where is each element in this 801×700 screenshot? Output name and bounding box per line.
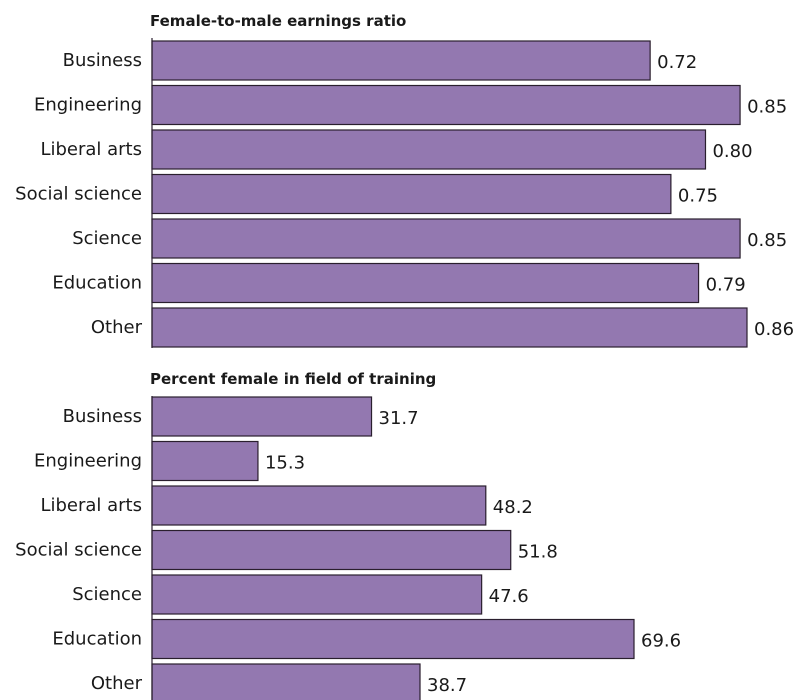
percent-female-value-label-education: 69.6 xyxy=(641,631,681,652)
earnings-ratio-category-label-liberal-arts: Liberal arts xyxy=(40,139,142,160)
earnings-ratio-bar-business xyxy=(151,40,651,81)
earnings-ratio-bar-social-science xyxy=(151,173,672,215)
percent-female-category-label-science: Science xyxy=(72,584,142,605)
earnings-ratio-bar-education xyxy=(151,262,700,304)
percent-female-category-label-business: Business xyxy=(63,406,142,427)
percent-female-bar-liberal-arts xyxy=(151,485,487,526)
earnings-ratio-category-label-education: Education xyxy=(52,273,142,294)
earnings-ratio-value-label-liberal-arts: 0.80 xyxy=(712,141,752,162)
percent-female-bar-other xyxy=(151,663,421,700)
percent-female-category-label-education: Education xyxy=(52,629,142,650)
earnings-ratio-value-label-science: 0.85 xyxy=(747,230,787,251)
percent-female-value-label-business: 31.7 xyxy=(379,408,419,429)
percent-female-bar-science xyxy=(151,574,483,615)
earnings-ratio-value-label-education: 0.79 xyxy=(706,275,746,296)
percent-female-bar-social-science xyxy=(151,529,512,571)
earnings-ratio-value-label-social-science: 0.75 xyxy=(678,186,718,207)
earnings-ratio-value-label-engineering: 0.85 xyxy=(747,97,787,118)
earnings-ratio-chart: Business 0.72 Engineering 0.85 Liberal arts 0… xyxy=(15,40,794,348)
percent-female-value-label-science: 47.6 xyxy=(489,586,529,607)
percent-female-category-label-social-science: Social science xyxy=(15,540,142,561)
earnings-ratio-bar-liberal-arts xyxy=(151,129,707,170)
earnings-ratio-category-label-science: Science xyxy=(72,228,142,249)
earnings-ratio-bar-science xyxy=(151,218,741,259)
percent-female-bar-education xyxy=(151,618,635,660)
earnings-ratio-bar-other xyxy=(151,307,748,348)
percent-female-chart: Business 31.7 Engineering 15.3 Liberal arts 4… xyxy=(15,396,681,700)
earnings-ratio-chart-title: Female-to-male earnings ratio xyxy=(150,12,406,30)
percent-female-value-label-social-science: 51.8 xyxy=(518,542,558,563)
earnings-ratio-category-label-other: Other xyxy=(91,317,143,338)
percent-female-category-label-engineering: Engineering xyxy=(34,451,142,472)
percent-female-value-label-other: 38.7 xyxy=(427,675,467,696)
percent-female-chart-title: Percent female in field of training xyxy=(150,370,436,388)
percent-female-category-label-other: Other xyxy=(91,673,143,694)
percent-female-bar-business xyxy=(151,396,373,437)
earnings-ratio-category-label-business: Business xyxy=(63,50,142,71)
percent-female-value-label-engineering: 15.3 xyxy=(265,453,305,474)
earnings-ratio-category-label-engineering: Engineering xyxy=(34,95,142,116)
earnings-ratio-value-label-business: 0.72 xyxy=(657,52,697,73)
earnings-ratio-category-label-social-science: Social science xyxy=(15,184,142,205)
percent-female-bar-engineering xyxy=(151,440,259,482)
earnings-ratio-bar-engineering xyxy=(151,84,741,126)
percent-female-value-label-liberal-arts: 48.2 xyxy=(493,497,533,518)
percent-female-category-label-liberal-arts: Liberal arts xyxy=(40,495,142,516)
earnings-ratio-value-label-other: 0.86 xyxy=(754,319,794,340)
